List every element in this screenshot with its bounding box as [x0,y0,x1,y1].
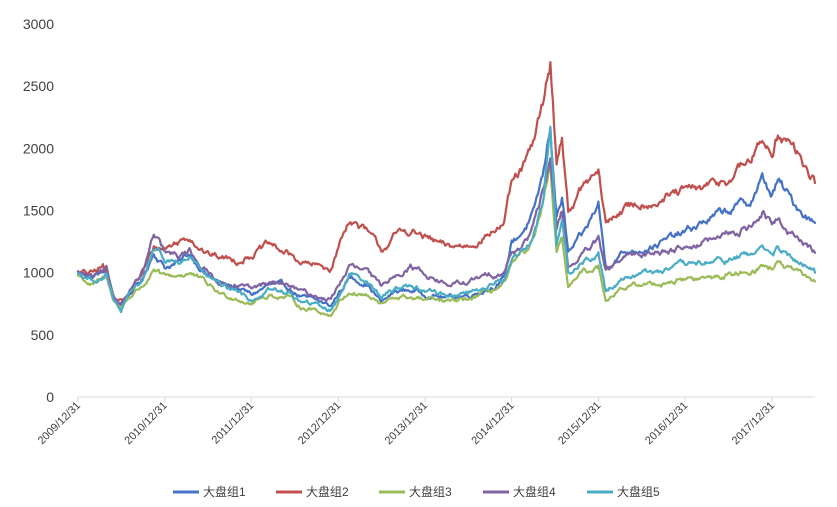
x-tick-label: 2009/12/31 [36,400,83,447]
legend-label: 大盘组1 [203,484,246,499]
y-tick-label: 0 [46,389,54,405]
x-tick-label: 2014/12/31 [469,400,516,447]
x-tick-label: 2016/12/31 [643,400,690,447]
x-tick-label: 2010/12/31 [122,400,169,447]
legend-label: 大盘组3 [409,484,452,499]
y-tick-label: 1500 [23,203,54,219]
y-tick-label: 2500 [23,78,54,94]
x-tick-label: 2017/12/31 [730,400,777,447]
x-tick-label: 2013/12/31 [383,400,430,447]
series-line [76,128,817,308]
y-axis-ticks: 0 500 1000 1500 2000 2500 3000 [23,16,54,405]
x-axis-ticks: 2009/12/31 2010/12/31 2011/12/31 2012/12/31… [36,397,777,447]
series-line [76,157,817,306]
series-lines [76,61,817,318]
legend-label: 大盘组5 [617,484,660,499]
legend-label: 大盘组2 [306,484,349,499]
y-tick-label: 2000 [23,140,54,156]
y-tick-label: 500 [31,327,55,343]
y-tick-label: 3000 [23,16,54,32]
x-tick-label: 2011/12/31 [210,400,257,447]
legend-label: 大盘组4 [513,484,556,499]
legend: 大盘组1 大盘组2 大盘组3 大盘组4 大盘组5 [173,484,660,499]
x-tick-label: 2015/12/31 [556,400,603,447]
series-line [76,61,817,302]
y-tick-label: 1000 [23,265,54,281]
series-line [76,162,817,318]
series-line [76,125,817,314]
x-tick-label: 2012/12/31 [296,400,343,447]
